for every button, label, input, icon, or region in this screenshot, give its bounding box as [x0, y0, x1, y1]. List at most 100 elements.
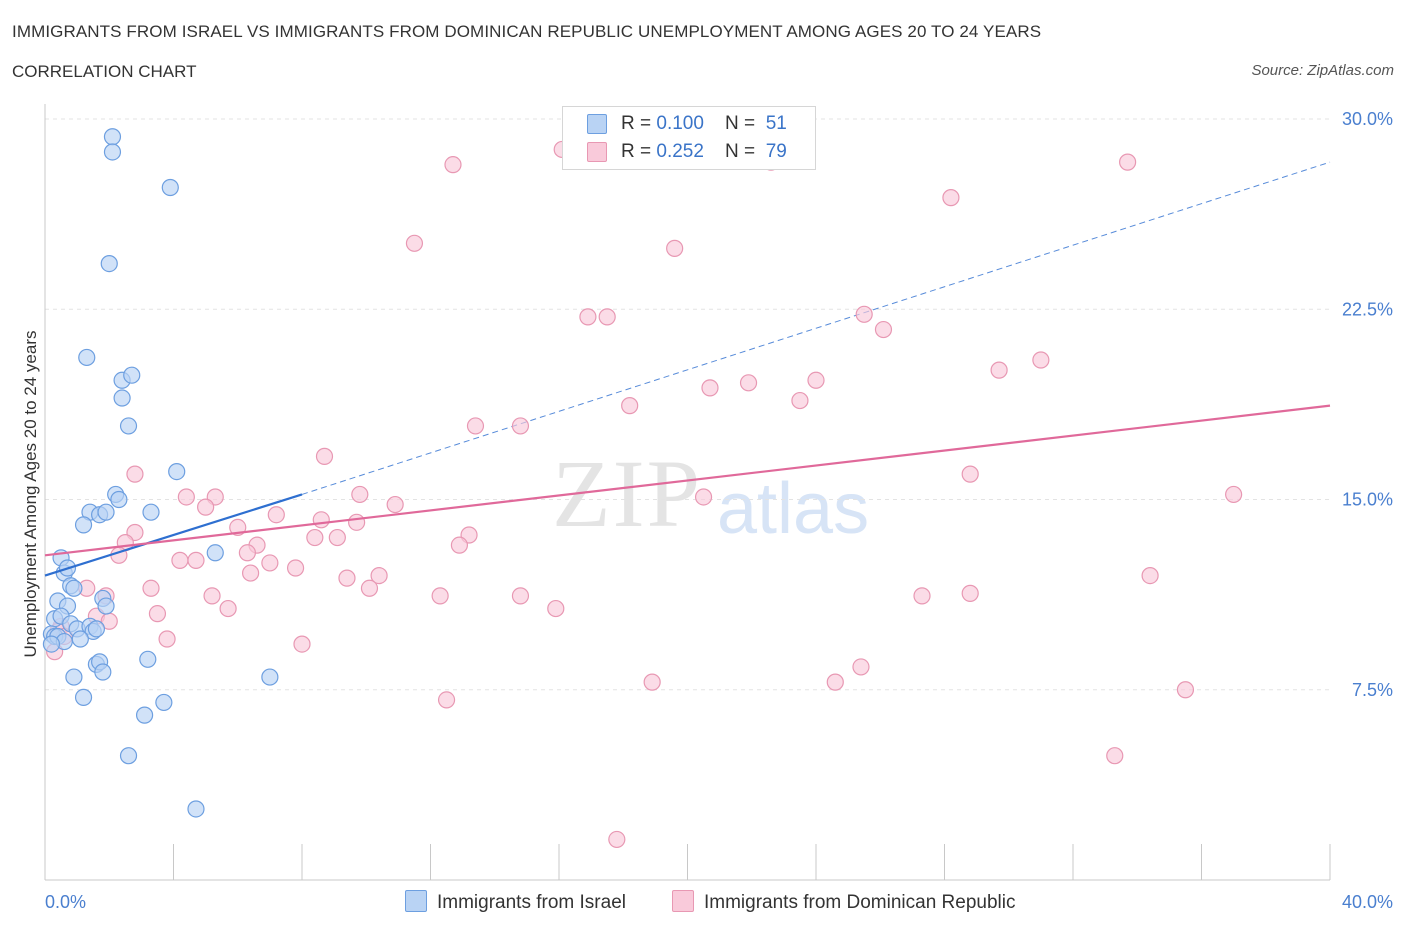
- point-dominican-77: [608, 830, 626, 849]
- trend-line-dominican: [44, 404, 1331, 557]
- series-label-israel: Immigrants from Israel: [437, 892, 626, 913]
- point-israel-39: [206, 544, 224, 562]
- series-swatch-dominican: [672, 890, 694, 912]
- legend-n-label: N =: [725, 113, 761, 134]
- point-dominican-56: [431, 587, 449, 605]
- trend-line-israel: [44, 493, 303, 577]
- point-israel-43: [139, 650, 157, 668]
- point-dominican-23: [961, 465, 979, 483]
- point-israel-48: [135, 706, 154, 724]
- point-dominican-24: [177, 488, 195, 506]
- point-dominican-21: [315, 447, 334, 465]
- point-dominican-14: [1032, 351, 1050, 369]
- point-dominican-51: [1141, 566, 1159, 585]
- point-dominican-44: [171, 551, 189, 569]
- legend-swatch-israel: [587, 114, 607, 134]
- point-dominican-76: [1106, 747, 1124, 765]
- legend-r-label: R =: [621, 113, 657, 134]
- point-dominican-48: [242, 564, 260, 582]
- point-israel-16: [74, 516, 93, 534]
- point-dominican-68: [158, 630, 176, 648]
- point-dominican-15: [701, 379, 719, 397]
- y-tick-labels: 7.5% 15.0% 22.5% 30.0%: [1342, 109, 1393, 700]
- trend-lines: [44, 404, 1331, 577]
- point-dominican-61: [219, 599, 237, 618]
- point-israel-25: [97, 597, 115, 615]
- point-dominican-42: [238, 544, 256, 562]
- point-dominican-58: [961, 584, 979, 602]
- point-dominican-17: [791, 391, 809, 410]
- trend-israel-extension: [301, 161, 1331, 495]
- point-israel-38: [42, 635, 61, 653]
- grid-lines: [45, 118, 1330, 691]
- series-swatch-israel: [405, 890, 427, 912]
- point-israel-9: [168, 462, 186, 481]
- point-dominican-20: [511, 417, 530, 435]
- point-dominican-39: [450, 536, 469, 554]
- point-dominican-54: [360, 579, 379, 597]
- point-dominican-9: [855, 305, 873, 323]
- point-dominican-50: [370, 566, 388, 585]
- legend-n-value-dominican: 79: [765, 141, 787, 162]
- point-dominican-30: [197, 498, 215, 516]
- point-israel-21: [65, 579, 83, 597]
- point-israel-12: [110, 490, 128, 509]
- point-dominican-12: [666, 239, 684, 257]
- point-dominican-10: [874, 320, 893, 339]
- point-israel-50: [187, 800, 205, 818]
- point-dominican-0: [444, 156, 462, 174]
- watermark-atlas: atlas: [717, 469, 870, 549]
- point-dominican-69: [293, 635, 311, 653]
- point-dominican-52: [142, 579, 160, 597]
- point-israel-47: [155, 693, 173, 712]
- point-dominican-47: [286, 559, 305, 577]
- point-israel-37: [71, 630, 89, 648]
- point-israel-45: [261, 668, 279, 686]
- points-israel: [42, 128, 279, 818]
- point-israel-0: [103, 128, 122, 146]
- legend-n-value-israel: 51: [765, 113, 787, 134]
- point-israel-32: [87, 620, 106, 638]
- point-israel-15: [97, 503, 115, 521]
- point-israel-13: [142, 503, 160, 521]
- point-dominican-31: [267, 506, 285, 524]
- point-dominican-49: [338, 569, 356, 587]
- point-israel-1: [103, 143, 122, 161]
- point-dominican-27: [386, 495, 404, 514]
- point-dominican-7: [579, 308, 597, 326]
- series-label-dominican: Immigrants from Dominican Republic: [704, 892, 1016, 913]
- point-dominican-36: [306, 528, 324, 547]
- point-israel-42: [94, 663, 112, 681]
- legend-r-label: R =: [621, 141, 657, 162]
- chart-title: IMMIGRANTS FROM ISRAEL VS IMMIGRANTS FRO…: [12, 22, 1042, 41]
- y-tick-label-3: 30.0%: [1342, 109, 1393, 129]
- point-dominican-22: [126, 465, 144, 483]
- point-dominican-18: [807, 371, 825, 389]
- point-dominican-55: [203, 587, 221, 605]
- point-israel-3: [100, 254, 118, 273]
- point-dominican-73: [826, 673, 844, 691]
- point-israel-46: [74, 688, 93, 706]
- x-ticks: [44, 844, 1331, 880]
- point-dominican-71: [852, 658, 870, 676]
- series-legend-israel: Immigrants from Israel: [405, 890, 626, 914]
- x-tick-label-max: 40.0%: [1342, 892, 1393, 912]
- legend-n-label: N =: [725, 141, 761, 162]
- point-israel-4: [78, 348, 96, 367]
- point-dominican-57: [511, 587, 530, 605]
- source-credit: Source: ZipAtlas.com: [1251, 62, 1394, 79]
- point-dominican-45: [187, 551, 205, 569]
- point-dominican-26: [351, 485, 369, 504]
- point-dominican-72: [643, 673, 661, 691]
- point-dominican-63: [148, 605, 167, 623]
- chart-subtitle: CORRELATION CHART: [12, 62, 197, 81]
- point-israel-2: [161, 178, 179, 197]
- y-tick-label-2: 22.5%: [1342, 299, 1393, 319]
- point-israel-49: [119, 747, 138, 765]
- point-dominican-33: [348, 513, 366, 531]
- point-dominican-74: [1176, 681, 1195, 699]
- point-dominican-28: [694, 488, 713, 506]
- point-dominican-59: [913, 587, 931, 605]
- point-israel-8: [119, 417, 138, 435]
